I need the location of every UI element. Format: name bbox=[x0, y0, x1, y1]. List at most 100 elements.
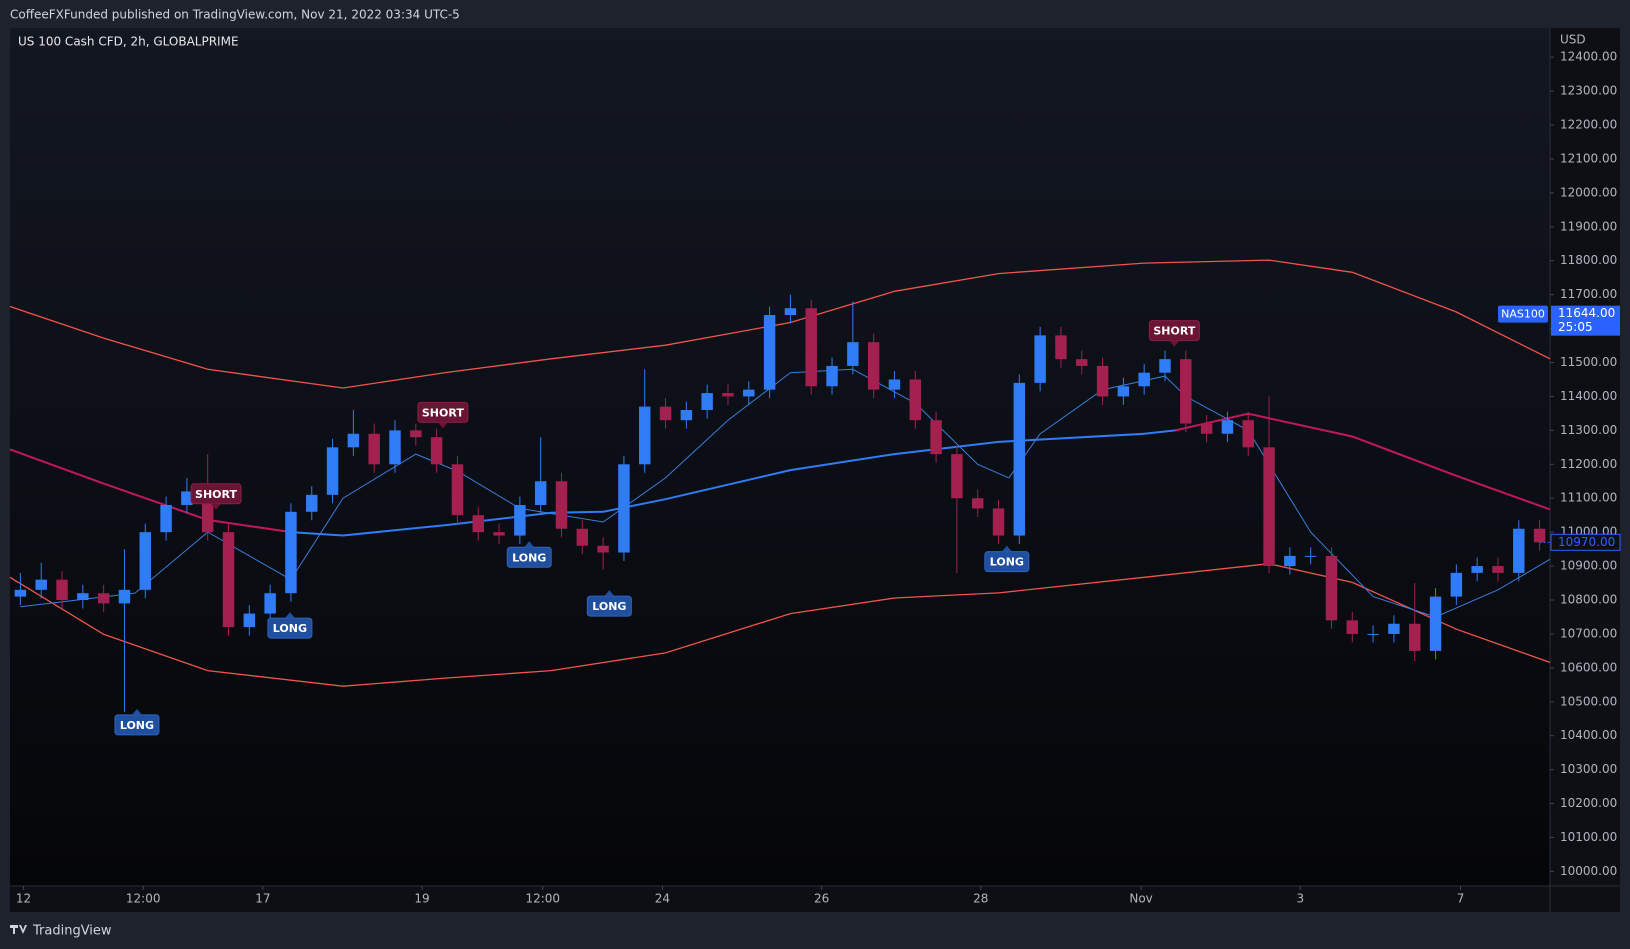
x-tick-label: 26 bbox=[814, 892, 829, 906]
y-axis-label: USD bbox=[1560, 33, 1586, 47]
signal-text: LONG bbox=[120, 719, 154, 732]
candle-body bbox=[1242, 420, 1254, 448]
candle-body bbox=[35, 579, 47, 590]
candle-body bbox=[326, 447, 339, 495]
candle-body bbox=[784, 308, 797, 316]
candle-body bbox=[472, 515, 484, 533]
candle-body bbox=[1533, 528, 1546, 543]
signal-arrow bbox=[1169, 340, 1180, 347]
candle-body bbox=[971, 498, 984, 509]
candle-body bbox=[243, 613, 256, 628]
candle-body bbox=[410, 430, 422, 438]
y-tick-label: 12400.00 bbox=[1560, 50, 1617, 64]
candle-body bbox=[867, 342, 880, 390]
y-tick-label: 11300.00 bbox=[1560, 423, 1617, 437]
candle-body bbox=[493, 532, 505, 536]
signal-text: LONG bbox=[512, 551, 546, 564]
y-tick-label: 11200.00 bbox=[1560, 457, 1617, 471]
y-tick-label: 12000.00 bbox=[1560, 185, 1617, 199]
candle-body bbox=[618, 464, 630, 553]
signal-arrow bbox=[284, 612, 295, 619]
candle-body bbox=[118, 589, 131, 604]
signal-label: SHORT bbox=[190, 483, 242, 510]
y-tick-label: 11700.00 bbox=[1560, 287, 1617, 301]
candle-body bbox=[1513, 528, 1525, 573]
candle-body bbox=[722, 393, 734, 397]
y-tick-label: 12100.00 bbox=[1560, 151, 1617, 165]
y-tick-label: 11400.00 bbox=[1560, 389, 1617, 403]
candle-body bbox=[1221, 420, 1234, 434]
candle-body bbox=[534, 481, 547, 506]
candle-body bbox=[930, 420, 942, 455]
x-tick-label: 12:00 bbox=[525, 892, 560, 906]
candle-body bbox=[680, 410, 693, 421]
candle-body bbox=[514, 505, 526, 536]
candle-body bbox=[639, 406, 651, 465]
candle-body bbox=[201, 491, 214, 533]
y-tick-label: 10700.00 bbox=[1560, 626, 1617, 640]
candle-body bbox=[1138, 372, 1150, 387]
candle-body bbox=[77, 593, 89, 600]
signal-arrow bbox=[524, 541, 535, 548]
x-tick-label: 3 bbox=[1296, 892, 1304, 906]
signal-text: SHORT bbox=[422, 406, 464, 419]
price-badge bbox=[1550, 533, 1621, 551]
candle-body bbox=[1325, 555, 1338, 621]
logo bbox=[10, 925, 27, 934]
header: CoffeeFXFunded published on TradingView.… bbox=[10, 8, 460, 22]
signal-arrow bbox=[437, 422, 448, 429]
indicator-line bbox=[9, 563, 1551, 687]
candle-body bbox=[139, 532, 151, 590]
candle-body bbox=[992, 508, 1005, 536]
candle-body bbox=[1096, 365, 1109, 397]
y-tick-label: 12200.00 bbox=[1560, 118, 1617, 132]
candle-body bbox=[1013, 382, 1026, 536]
candle-body bbox=[181, 491, 193, 506]
candle-body bbox=[1117, 386, 1130, 397]
candle-body bbox=[1284, 555, 1296, 567]
footer: TradingView bbox=[32, 924, 112, 939]
signal-arrow bbox=[131, 708, 142, 715]
x-tick-label: 12:00 bbox=[126, 892, 161, 906]
x-tick-label: Nov bbox=[1129, 892, 1152, 906]
candle-body bbox=[1388, 623, 1400, 634]
signal-label: SHORT bbox=[417, 401, 469, 429]
candle-body bbox=[56, 579, 68, 600]
y-tick-label: 12300.00 bbox=[1560, 84, 1617, 98]
signal-label: SHORT bbox=[1148, 320, 1200, 347]
price-badge-label: 11644.00 bbox=[1558, 306, 1615, 320]
candle-body bbox=[389, 430, 401, 465]
candle-body bbox=[576, 528, 589, 546]
candle-body bbox=[1076, 359, 1088, 366]
y-tick-label: 10100.00 bbox=[1560, 830, 1617, 844]
x-tick-label: 7 bbox=[1457, 892, 1465, 906]
candle-body bbox=[659, 406, 672, 421]
x-tick-label: 17 bbox=[255, 892, 270, 906]
signal-label: LONG bbox=[114, 708, 160, 736]
x-tick-label: 12 bbox=[16, 892, 31, 906]
candle-body bbox=[1159, 359, 1171, 373]
candle-body bbox=[285, 511, 297, 594]
name-badge bbox=[1498, 305, 1548, 323]
candle-body bbox=[701, 393, 713, 411]
candle-body bbox=[888, 379, 901, 390]
signal-label: LONG bbox=[984, 545, 1030, 573]
candle-body bbox=[451, 464, 464, 516]
candle-body bbox=[1429, 596, 1442, 651]
candle-body bbox=[951, 454, 963, 499]
signal-label: LONG bbox=[267, 612, 313, 639]
time-axis bbox=[10, 886, 1550, 912]
candle-body bbox=[1450, 572, 1463, 597]
x-tick-label: 24 bbox=[655, 892, 670, 906]
candle-body bbox=[847, 342, 859, 366]
candle-body bbox=[1492, 566, 1504, 573]
candle-body bbox=[1304, 555, 1317, 557]
candle-body bbox=[826, 365, 838, 387]
candle-body bbox=[1263, 447, 1275, 567]
y-tick-label: 10200.00 bbox=[1560, 796, 1617, 810]
signal-text: LONG bbox=[990, 556, 1024, 569]
y-tick-label: 10800.00 bbox=[1560, 593, 1617, 607]
candle-body bbox=[97, 593, 110, 604]
candle-body bbox=[763, 315, 776, 390]
